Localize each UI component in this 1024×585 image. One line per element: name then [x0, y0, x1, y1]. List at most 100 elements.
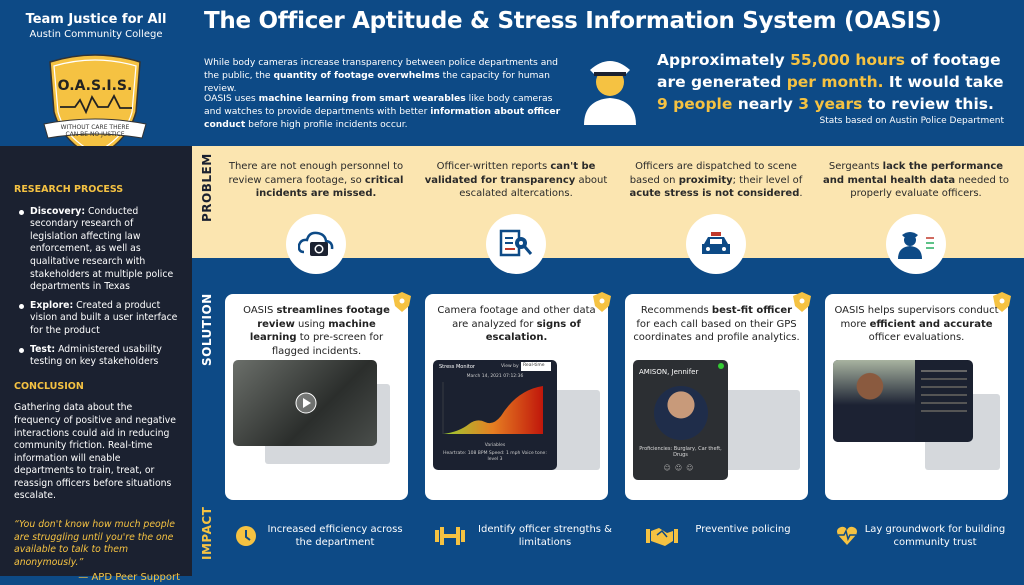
quote: “You don't know how much people are stru…: [14, 519, 175, 568]
stress-datetime: March 14, 2021 07:12:36: [466, 374, 524, 379]
problem-text-3: Officers are dispatched to scene based o…: [621, 160, 811, 201]
stress-vitals: Heartrate: 108 BPM Speed: 1 mph Voice to…: [443, 450, 547, 462]
shield-badge-icon: [393, 292, 411, 312]
emphasis-text: per month.: [786, 73, 884, 91]
problem-text-2: Officer-written reports can't be validat…: [421, 160, 611, 201]
monitor-background: [715, 390, 800, 470]
emphasis-text: acute stress is not considered: [629, 188, 800, 199]
emphasis-text: can't be validated for transparency: [424, 161, 596, 186]
text-segment: nearly: [732, 95, 799, 113]
conclusion-heading: CONCLUSION: [14, 380, 84, 392]
evaluation-table: [921, 366, 967, 418]
report-search-icon: [486, 214, 546, 274]
emphasis-text: Test:: [30, 343, 56, 355]
school-name: Austin Community College: [29, 29, 163, 40]
research-heading: RESEARCH PROCESS: [14, 184, 124, 195]
text-segment: using: [294, 318, 329, 330]
emphasis-text: machine learning: [249, 318, 376, 344]
rating-face-icons[interactable]: ☺☺☺: [663, 463, 698, 472]
solution-card-escalation: Camera footage and other data are analyz…: [425, 294, 608, 500]
emphasis-text: lack the performance and mental health d…: [822, 161, 1004, 186]
sidebar: RESEARCH PROCESS Discovery: Conducted se…: [0, 146, 192, 583]
text-segment: OASIS uses: [204, 93, 259, 104]
solution-card-evaluations: OASIS helps supervisors conduct more eff…: [825, 294, 1008, 500]
emphasis-text: critical incidents are missed.: [255, 174, 404, 200]
footage-video-thumbnail[interactable]: [233, 360, 377, 446]
text-segment: .: [799, 188, 803, 199]
solution-text-2: Camera footage and other data are analyz…: [433, 304, 600, 345]
research-item-test: Test: Administered usability testing on …: [14, 344, 180, 369]
officer-evaluation-panel: [833, 360, 973, 442]
text-segment: There are not enough personnel to review…: [228, 161, 404, 186]
dumbbell-icon: [435, 527, 465, 545]
text-segment: for each call based on their GPS coordin…: [633, 318, 800, 344]
emphasis-text: 9 people: [657, 95, 733, 113]
heart-pulse-icon: [837, 526, 857, 545]
shield-badge-icon: [793, 292, 811, 312]
text-segment: needed to properly evaluate officers.: [850, 174, 1010, 200]
footage-statistic: Approximately 55,000 hours of footage ar…: [657, 49, 1007, 115]
text-segment: Officer-written reports: [436, 161, 551, 172]
emphasis-text: information about officer conduct: [204, 106, 561, 130]
intro-paragraph-2: OASIS uses machine learning from smart w…: [204, 92, 569, 131]
officer-proficiencies: Proficiencies: Burglary, Car theft, Drug…: [639, 445, 722, 458]
emphasis-text: signs of escalation.: [485, 318, 581, 344]
emphasis-text: 3 years: [798, 95, 863, 113]
text-segment: Camera footage and other data are analyz…: [437, 305, 596, 330]
chart-x-label: Variables: [484, 442, 506, 448]
status-indicator: [718, 363, 724, 369]
solution-text-4: OASIS helps supervisors conduct more eff…: [833, 304, 1000, 345]
officer-icon: [584, 61, 636, 125]
quote-attribution: — APD Peer Support: [78, 572, 180, 584]
solution-text-3: Recommends best-fit officer for each cal…: [633, 304, 800, 345]
text-segment: officer evaluations.: [868, 332, 965, 343]
svg-text:CAN BE NO JUSTICE: CAN BE NO JUSTICE: [65, 131, 124, 138]
stress-monitor-title: Stress Monitor: [439, 364, 475, 370]
shield-badge-icon: [993, 292, 1011, 312]
research-list: Discovery: Conducted secondary research …: [14, 206, 180, 369]
text-segment: Created a product vision and built a use…: [30, 299, 178, 336]
impact-text-4: Lay groundwork for building community tr…: [864, 524, 1006, 548]
emphasis-text: efficient and accurate: [869, 318, 993, 330]
view-by-select[interactable]: Real-time: [521, 362, 551, 371]
stress-monitor-panel: Stress Monitor View by Real-time March 1…: [433, 360, 557, 470]
emphasis-text: Explore:: [30, 299, 74, 311]
text-segment: Approximately: [657, 51, 791, 69]
text-segment: of footage are generated: [657, 51, 1001, 91]
text-segment: before high profile incidents occur.: [245, 119, 408, 130]
solution-card-footage-review: OASIS streamlines footage review using m…: [225, 294, 408, 500]
text-segment: to pre-screen for flagged incidents.: [271, 332, 384, 357]
view-by-label: View by: [501, 364, 519, 369]
text-segment: Officers are dispatched to scene based o…: [629, 161, 797, 186]
text-segment: Sergeants: [828, 161, 883, 172]
svg-text:O.A.S.I.S.: O.A.S.I.S.: [58, 78, 133, 94]
text-segment: OASIS helps supervisors conduct more: [834, 305, 999, 330]
text-segment: about escalated altercations.: [459, 174, 608, 200]
research-item-explore: Explore: Created a product vision and bu…: [14, 300, 180, 338]
officer-compare-icon: [886, 214, 946, 274]
solution-text-1: OASIS streamlines footage review using m…: [233, 304, 400, 358]
solution-card-best-fit: Recommends best-fit officer for each cal…: [625, 294, 808, 500]
text-segment: to review this.: [862, 95, 994, 113]
team-info: Team Justice for All Austin Community Co…: [0, 12, 192, 40]
police-car-icon: [686, 214, 746, 274]
problem-label: PROBLEM: [200, 153, 214, 222]
officer-profile-card[interactable]: AMISON, Jennifer Proficiencies: Burglary…: [633, 360, 728, 480]
play-icon[interactable]: [295, 392, 317, 414]
handshake-icon: [646, 528, 678, 546]
emphasis-text: Discovery:: [30, 205, 86, 217]
text-segment: like body cameras and watches to provide…: [204, 93, 553, 117]
impact-text-3: Preventive policing: [695, 524, 791, 535]
text-segment: Administered usability testing on key st…: [30, 343, 162, 368]
svg-text:WITHOUT CARE THERE: WITHOUT CARE THERE: [61, 124, 130, 131]
text-segment: While body cameras increase transparency…: [204, 57, 558, 81]
emphasis-text: quantity of footage overwhelms: [273, 70, 440, 81]
emphasis-text: best-fit officer: [711, 305, 793, 316]
text-segment: the capacity for human review.: [204, 70, 550, 94]
text-segment: ; their level of: [732, 174, 803, 186]
camera-cloud-icon: [286, 214, 346, 274]
problem-text-4: Sergeants lack the performance and menta…: [821, 160, 1011, 201]
impact-label: IMPACT: [200, 506, 214, 560]
text-segment: It would take: [883, 73, 1004, 91]
conclusion-text: Gathering data about the frequency of po…: [14, 402, 177, 502]
